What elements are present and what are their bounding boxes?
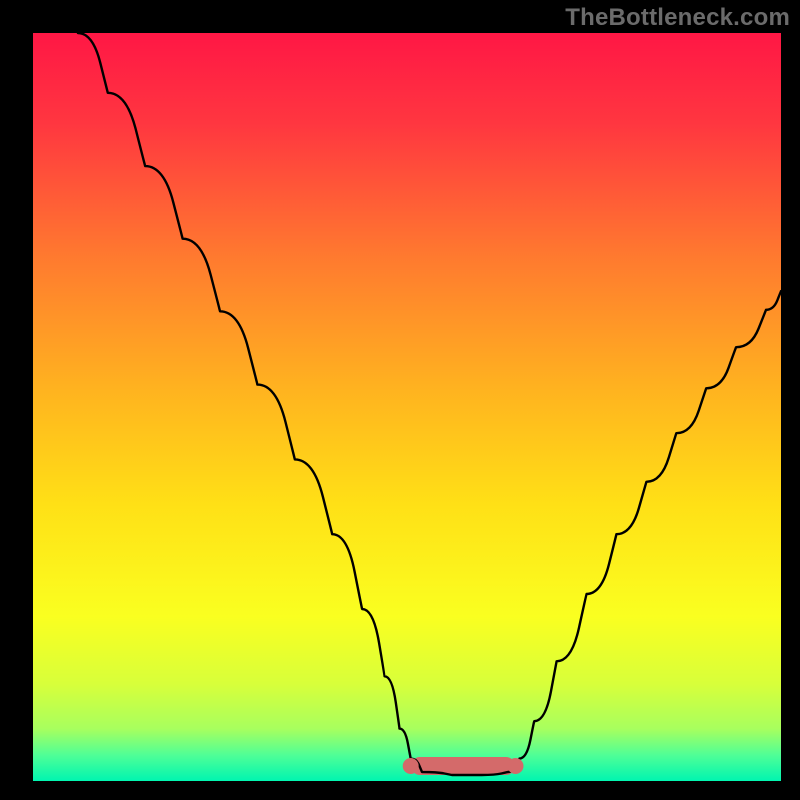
curve-path [78, 33, 781, 775]
highlight-dot-right [508, 758, 524, 774]
plot-area [33, 33, 781, 781]
chart-frame: TheBottleneck.com [0, 0, 800, 800]
highlight-dot-left [403, 758, 419, 774]
bottleneck-curve [33, 33, 781, 781]
watermark-text: TheBottleneck.com [565, 4, 790, 32]
